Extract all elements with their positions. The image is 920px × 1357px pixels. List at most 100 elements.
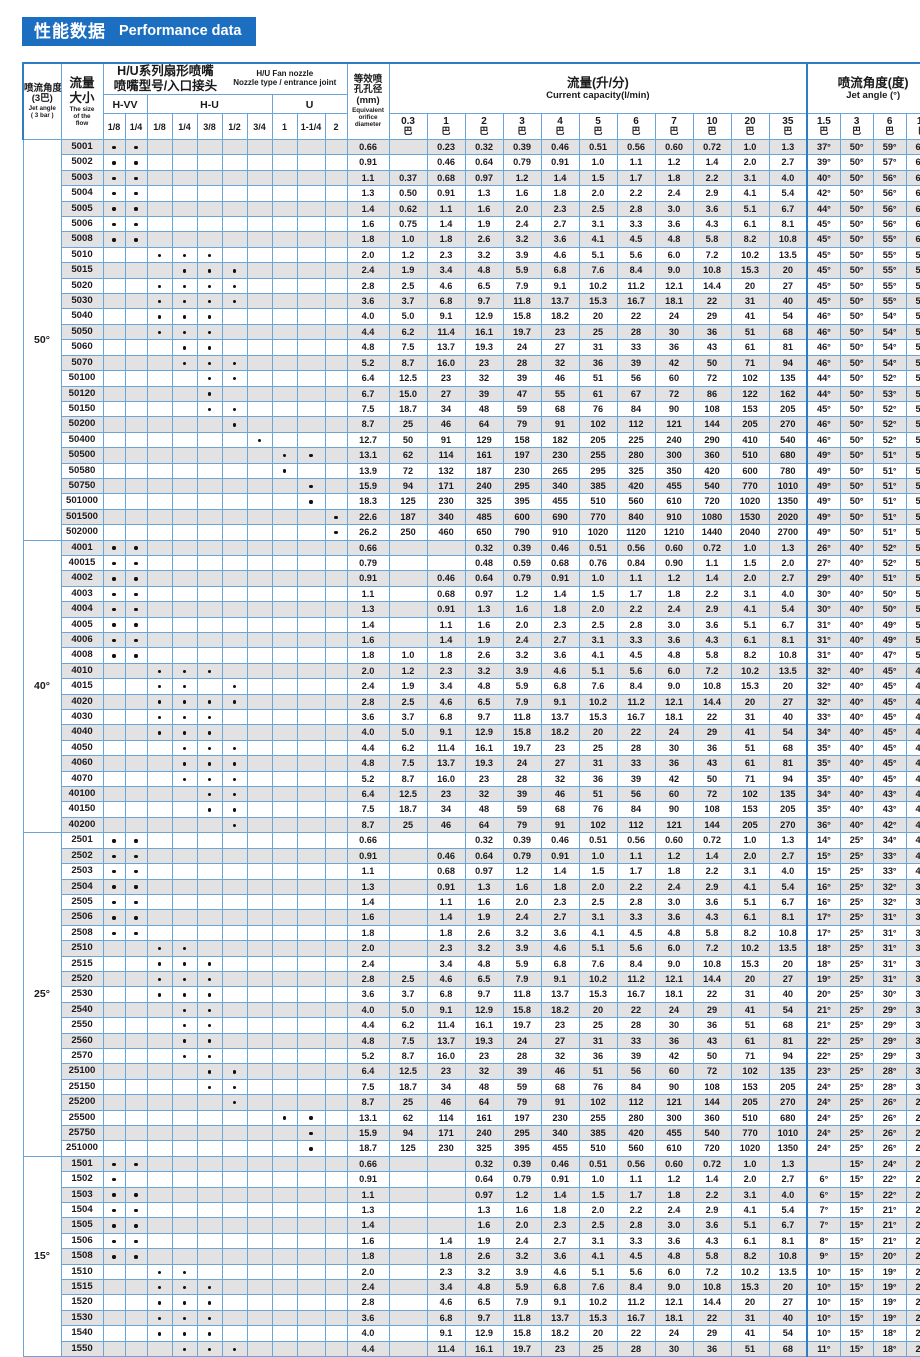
capacity-cell <box>388 955 428 972</box>
jet-angle-cell: 22° <box>872 1171 907 1188</box>
nozzle-fit-empty <box>246 970 273 988</box>
nozzle-fit-empty <box>324 447 348 464</box>
capacity-cell: 20 <box>768 955 808 972</box>
nozzle-fit-empty <box>271 1047 298 1065</box>
capacity-cell: 1.9 <box>464 909 504 926</box>
nozzle-fit-empty <box>246 1078 273 1096</box>
capacity-cell: 12.1 <box>654 277 694 295</box>
nozzle-fit-empty <box>146 385 173 402</box>
nozzle-model-cell: 4020 <box>60 693 104 711</box>
nozzle-fit-empty <box>296 739 326 757</box>
nozzle-fit-empty <box>124 1279 148 1296</box>
capacity-cell: 79 <box>502 816 542 834</box>
jet-angle-cell: 50° <box>839 277 874 295</box>
capacity-cell: 54 <box>768 308 808 325</box>
jet-angle-cell: 18° <box>806 940 841 957</box>
capacity-cell: 23 <box>464 1047 504 1065</box>
capacity-cell: 4.1 <box>578 924 618 942</box>
nozzle-fit-dot <box>221 816 248 834</box>
nozzle-fit-empty <box>102 940 126 957</box>
nozzle-fit-empty <box>324 1155 348 1173</box>
nozzle-fit-dot <box>146 1325 173 1342</box>
capacity-cell: 8.2 <box>730 231 770 248</box>
nozzle-fit-empty <box>196 832 223 849</box>
nozzle-fit-empty <box>221 909 248 926</box>
nozzle-fit-empty <box>296 1032 326 1049</box>
table-row: 4002 0.91 0.46 0.64 0.79 0.91 1.0 1.1 1.2 1.4 2.0 2… <box>23 570 920 587</box>
nozzle-fit-empty <box>246 1309 273 1327</box>
capacity-cell: 72 <box>692 786 732 803</box>
jet-angle-cell: 25° <box>839 1063 874 1080</box>
capacity-cell: 19.3 <box>464 755 504 772</box>
jet-angle-cell: 31° <box>872 955 907 972</box>
capacity-cell: 2.6 <box>464 924 504 942</box>
nozzle-fit-dot <box>171 662 198 680</box>
capacity-cell: 2.0 <box>578 601 618 618</box>
jet-angle-cell: 22° <box>806 1047 841 1065</box>
nozzle-fit-empty <box>102 1094 126 1111</box>
capacity-cell: 1.3 <box>768 539 808 556</box>
capacity-cell: 8.4 <box>616 955 656 972</box>
nozzle-fit-empty <box>146 647 173 664</box>
capacity-cell: 32 <box>540 1047 580 1065</box>
capacity-cell: 32 <box>540 770 580 788</box>
nozzle-fit-empty <box>296 524 326 541</box>
capacity-cell: 60 <box>654 1063 694 1080</box>
jet-angle-cell: 7° <box>806 1202 841 1219</box>
capacity-cell: 1.4 <box>426 1232 466 1250</box>
table-row: 5015 2.4 1.9 3.4 4.8 5.9 6.8 7.6 8.4 9.0 10.8 15.3 2… <box>23 262 920 279</box>
capacity-cell: 2.3 <box>426 662 466 680</box>
nozzle-fit-empty <box>246 370 273 387</box>
nozzle-model-cell: 4070 <box>60 770 104 788</box>
header-bar-20: 20 巴 <box>730 113 770 140</box>
capacity-cell: 40 <box>768 293 808 310</box>
jet-angle-cell: 7° <box>806 1217 841 1234</box>
nozzle-fit-empty <box>296 863 326 880</box>
capacity-cell <box>388 585 428 603</box>
capacity-cell: 0.37 <box>388 169 428 187</box>
nozzle-fit-empty <box>324 1094 348 1111</box>
header-row-1: 喷流角度 (3巴) Jet angle ( 3 bar ) 流量 大小 The … <box>22 62 920 140</box>
nozzle-fit-empty <box>221 832 248 849</box>
capacity-cell: 4.8 <box>654 924 694 942</box>
nozzle-fit-empty <box>146 631 173 649</box>
nozzle-fit-empty <box>246 585 273 603</box>
nozzle-fit-empty <box>271 231 298 248</box>
capacity-cell: 6.5 <box>464 970 504 988</box>
capacity-cell: 31 <box>730 293 770 310</box>
jet-angle-cell: 10° <box>806 1309 841 1327</box>
capacity-cell <box>426 1202 466 1219</box>
capacity-cell: 46 <box>426 1094 466 1111</box>
capacity-cell: 24 <box>654 308 694 325</box>
nozzle-fit-empty <box>124 1309 148 1327</box>
capacity-cell: 60 <box>654 370 694 387</box>
header-angle-group: 喷流角度(度) Jet angle (°) <box>806 62 920 114</box>
jet-angle-cell: 35° <box>905 1017 920 1034</box>
nozzle-fit-empty <box>271 1017 298 1034</box>
capacity-cell: 71 <box>730 770 770 788</box>
capacity-cell: 0.59 <box>502 554 542 572</box>
jet-angle-cell: 25° <box>839 955 874 972</box>
jet-angle-cell: 22° <box>872 1186 907 1204</box>
nozzle-model-cell: 25100 <box>60 1063 104 1080</box>
capacity-cell: 1.1 <box>426 616 466 634</box>
nozzle-fit-empty <box>146 400 173 418</box>
capacity-cell: 15.8 <box>502 1001 542 1019</box>
nozzle-model-cell: 2570 <box>60 1047 104 1065</box>
nozzle-fit-empty <box>124 1063 148 1080</box>
header-bar-0-3: 0.3 巴 <box>388 113 428 140</box>
nozzle-fit-empty <box>146 739 173 757</box>
nozzle-model-cell: 5020 <box>60 277 104 295</box>
nozzle-fit-dot <box>171 970 198 988</box>
jet-angle-cell: 59° <box>905 308 920 325</box>
capacity-cell: 5.9 <box>502 1279 542 1296</box>
capacity-cell: 187 <box>388 508 428 526</box>
jet-angle-cell: 29° <box>806 570 841 587</box>
nozzle-fit-empty <box>196 631 223 649</box>
nozzle-fit-empty <box>221 970 248 988</box>
capacity-cell: 5.8 <box>692 231 732 248</box>
table-row: 1515 2.4 3.4 4.8 5.9 6.8 7.6 8.4 9.0 10.8 15.3 20 10… <box>23 1279 920 1296</box>
nozzle-fit-dot <box>171 955 198 972</box>
table-row: 5004 1.3 0.50 0.91 1.3 1.6 1.8 2.0 2.2 2.4 2.9 4.1 5… <box>23 185 920 202</box>
